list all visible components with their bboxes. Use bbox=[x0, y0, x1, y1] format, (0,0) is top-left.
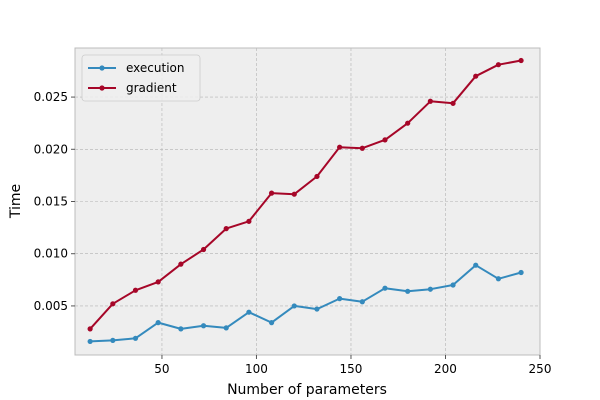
data-point-gradient bbox=[359, 145, 365, 151]
data-point-execution bbox=[87, 338, 93, 345]
data-point-execution bbox=[223, 325, 229, 331]
y-tick-label: 0.020 bbox=[34, 142, 68, 156]
y-axis-label: Time bbox=[8, 184, 24, 219]
x-tick-label: 100 bbox=[245, 362, 268, 376]
data-point-execution bbox=[268, 320, 275, 326]
data-point-execution bbox=[291, 303, 297, 309]
data-point-gradient bbox=[291, 191, 297, 197]
x-tick-label: 250 bbox=[529, 362, 552, 376]
data-point-gradient bbox=[473, 73, 479, 79]
axis-ticks: 50 100 150 200 250 0.005 0.010 0.015 0.020 0.025 bbox=[34, 90, 552, 376]
legend-marker-gradient bbox=[99, 85, 105, 91]
x-tick-label: 200 bbox=[434, 362, 457, 376]
data-point-gradient bbox=[246, 218, 252, 224]
data-point-gradient bbox=[178, 261, 184, 267]
data-point-execution bbox=[405, 288, 411, 294]
data-point-gradient bbox=[87, 326, 93, 332]
y-tick-label: 0.025 bbox=[34, 90, 68, 104]
data-point-gradient bbox=[495, 62, 502, 68]
data-point-execution bbox=[473, 262, 479, 268]
data-point-execution bbox=[178, 326, 184, 332]
data-point-gradient bbox=[155, 279, 161, 285]
data-point-gradient bbox=[337, 144, 343, 150]
y-tick-label: 0.015 bbox=[34, 195, 68, 209]
data-point-execution bbox=[518, 269, 524, 276]
data-point-execution bbox=[246, 309, 252, 315]
data-point-gradient bbox=[382, 137, 388, 143]
data-point-execution bbox=[337, 296, 343, 302]
series-line-gradient bbox=[89, 59, 522, 330]
data-point-gradient bbox=[518, 57, 524, 64]
y-tick-label: 0.005 bbox=[34, 299, 68, 313]
data-point-execution bbox=[382, 285, 388, 291]
data-point-gradient bbox=[223, 226, 229, 232]
data-point-execution bbox=[427, 286, 433, 292]
data-point-execution bbox=[132, 335, 139, 341]
data-point-execution bbox=[314, 306, 320, 312]
data-point-execution bbox=[359, 299, 365, 305]
data-point-execution bbox=[495, 276, 502, 282]
data-point-gradient bbox=[314, 173, 320, 180]
legend-marker-execution bbox=[99, 65, 105, 71]
legend-label-gradient: gradient bbox=[126, 81, 177, 95]
legend: execution gradient bbox=[81, 54, 201, 102]
y-tick-label: 0.010 bbox=[34, 247, 68, 261]
legend-box bbox=[81, 54, 201, 102]
data-point-execution bbox=[155, 320, 161, 326]
data-point-execution bbox=[200, 323, 207, 329]
data-point-gradient bbox=[450, 100, 456, 106]
series-line-execution bbox=[90, 264, 522, 343]
series-layer bbox=[87, 57, 524, 345]
data-point-gradient bbox=[427, 98, 433, 104]
legend-label-execution: execution bbox=[126, 61, 184, 75]
data-point-execution bbox=[450, 282, 456, 288]
data-point-gradient bbox=[405, 120, 411, 126]
data-point-gradient bbox=[132, 287, 139, 293]
data-point-gradient bbox=[200, 246, 207, 253]
x-tick-label: 150 bbox=[340, 362, 363, 376]
data-point-gradient bbox=[268, 190, 275, 196]
x-tick-label: 50 bbox=[154, 362, 169, 376]
x-axis-label: Number of parameters bbox=[227, 382, 387, 398]
data-point-execution bbox=[110, 337, 116, 343]
data-point-gradient bbox=[110, 301, 116, 307]
